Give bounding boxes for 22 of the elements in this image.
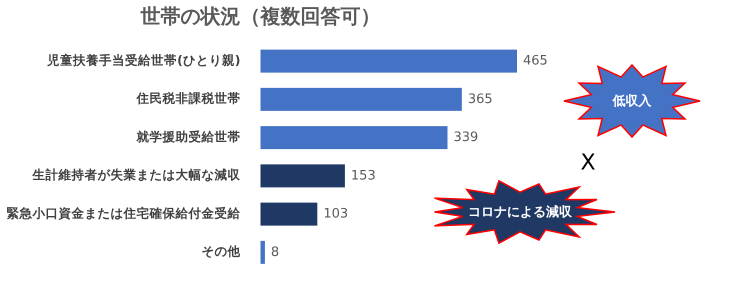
y-tick-label: 生計維持者が失業または大幅な減収 — [32, 167, 242, 182]
data-label: 465 — [523, 54, 548, 68]
bar — [260, 126, 448, 150]
chart-title: 世帯の状況（複数回答可） — [140, 4, 380, 28]
data-label: 365 — [468, 92, 493, 107]
y-tick-label: 住民税非課税世帯 — [136, 90, 240, 106]
y-tick-label: その他 — [202, 244, 242, 259]
data-label: 103 — [323, 206, 348, 222]
text: X — [580, 150, 596, 176]
data-label: 153 — [350, 168, 376, 184]
annotation: コロナによる減収 — [468, 204, 572, 221]
bar — [260, 240, 265, 264]
bar — [260, 202, 318, 226]
bar — [260, 50, 517, 73]
y-tick-label: 就学援助受給世帯 — [136, 128, 240, 144]
bar — [260, 88, 462, 111]
bar — [260, 164, 345, 188]
data-label: 339 — [453, 130, 478, 145]
y-tick-label: 緊急小口資金または住宅確保給付金受給 — [6, 205, 242, 220]
data-label: 8 — [270, 244, 280, 260]
text: 低収入 — [612, 92, 652, 110]
y-tick-label: 児童扶養手当受給世帯(ひとり親) — [46, 52, 240, 68]
